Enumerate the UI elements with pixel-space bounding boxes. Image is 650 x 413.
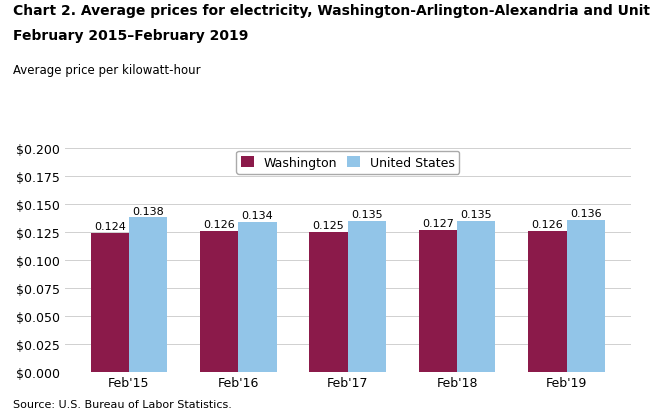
Text: 0.126: 0.126 xyxy=(532,220,564,230)
Bar xyxy=(348,221,386,372)
Text: 0.124: 0.124 xyxy=(94,222,126,232)
Bar xyxy=(200,231,239,372)
Text: Chart 2. Average prices for electricity, Washington-Arlington-Alexandria and Uni: Chart 2. Average prices for electricity,… xyxy=(13,4,650,18)
Bar xyxy=(419,230,457,372)
Text: Average price per kilowatt-hour: Average price per kilowatt-hour xyxy=(13,64,201,77)
Bar xyxy=(457,221,495,372)
Text: February 2015–February 2019: February 2015–February 2019 xyxy=(13,29,248,43)
Legend: Washington, United States: Washington, United States xyxy=(236,151,460,174)
Text: 0.125: 0.125 xyxy=(313,221,344,230)
Bar xyxy=(567,220,604,372)
Text: Source: U.S. Bureau of Labor Statistics.: Source: U.S. Bureau of Labor Statistics. xyxy=(13,399,232,409)
Text: 0.138: 0.138 xyxy=(132,206,164,216)
Text: 0.135: 0.135 xyxy=(351,209,383,219)
Bar xyxy=(91,233,129,372)
Text: 0.135: 0.135 xyxy=(460,209,492,219)
Text: 0.136: 0.136 xyxy=(570,209,601,218)
Text: 0.126: 0.126 xyxy=(203,220,235,230)
Bar xyxy=(239,222,277,372)
Bar xyxy=(309,232,348,372)
Text: 0.134: 0.134 xyxy=(242,211,274,221)
Text: 0.127: 0.127 xyxy=(422,218,454,228)
Bar xyxy=(129,218,167,372)
Bar xyxy=(528,231,567,372)
